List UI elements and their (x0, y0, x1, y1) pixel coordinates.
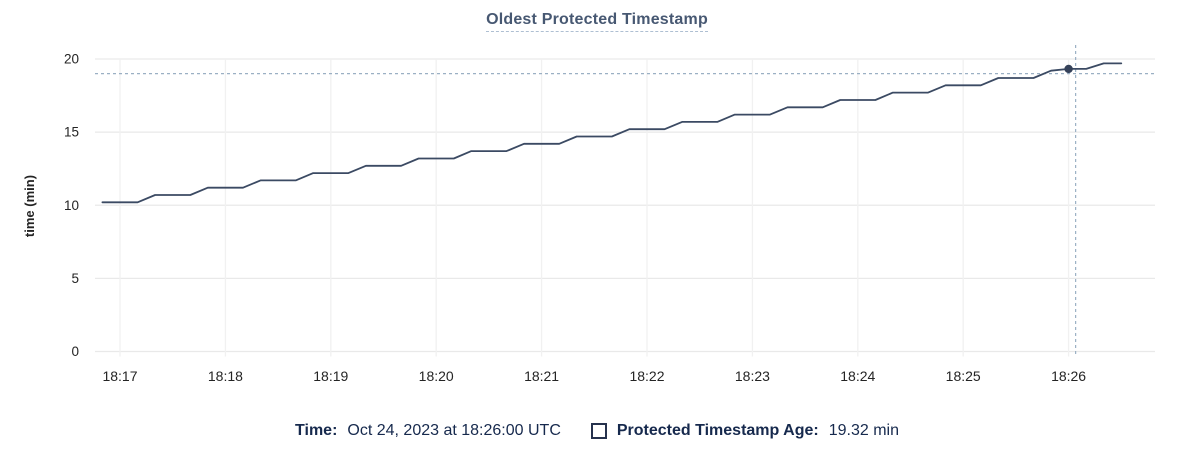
y-tick-label: 20 (64, 52, 79, 67)
chart-title[interactable]: Oldest Protected Timestamp (486, 11, 708, 32)
chart-header: Oldest Protected Timestamp (0, 0, 1194, 38)
x-tick-label: 18:18 (208, 368, 243, 384)
y-tick-label: 0 (71, 344, 79, 359)
hover-tooltip-bar: Time: Oct 24, 2023 at 18:26:00 UTC Prote… (0, 422, 1194, 440)
x-tick-label: 18:20 (419, 368, 454, 384)
y-tick-label: 5 (71, 271, 79, 286)
timeseries-line-chart[interactable]: 0 5 10 15 20 18:17 18:18 18:19 18:20 18:21 18:22 18… (0, 38, 1194, 390)
tooltip-time-label: Time: (295, 422, 338, 439)
x-tick-label: 18:23 (735, 368, 770, 384)
tooltip-series-label: Protected Timestamp Age: (616, 422, 819, 439)
tooltip-series-value: 19.32 min (828, 422, 899, 439)
x-tick-label: 18:19 (313, 368, 348, 384)
x-tick-label: 18:24 (840, 368, 875, 384)
x-tick-label: 18:25 (946, 368, 981, 384)
x-tick-label: 18:22 (629, 368, 664, 384)
series-line-protected-timestamp-age (101, 62, 1123, 204)
tooltip-series-group: Protected Timestamp Age: 19.32 min (590, 422, 899, 440)
chart-area: 0 5 10 15 20 18:17 18:18 18:19 18:20 18:21 18:22 18… (0, 38, 1194, 390)
tooltip-time-value: Oct 24, 2023 at 18:26:00 UTC (347, 422, 561, 439)
x-tick-label: 18:21 (524, 368, 559, 384)
y-tick-label: 10 (64, 198, 79, 213)
tooltip-time-group: Time: Oct 24, 2023 at 18:26:00 UTC (295, 422, 561, 440)
x-tick-label: 18:26 (1051, 368, 1086, 384)
legend-series-swatch-icon (590, 423, 607, 439)
hover-point-dot[interactable] (1064, 64, 1073, 74)
y-axis-title: time (min) (22, 175, 37, 237)
x-tick-label: 18:17 (102, 368, 137, 384)
y-tick-label: 15 (64, 125, 79, 140)
